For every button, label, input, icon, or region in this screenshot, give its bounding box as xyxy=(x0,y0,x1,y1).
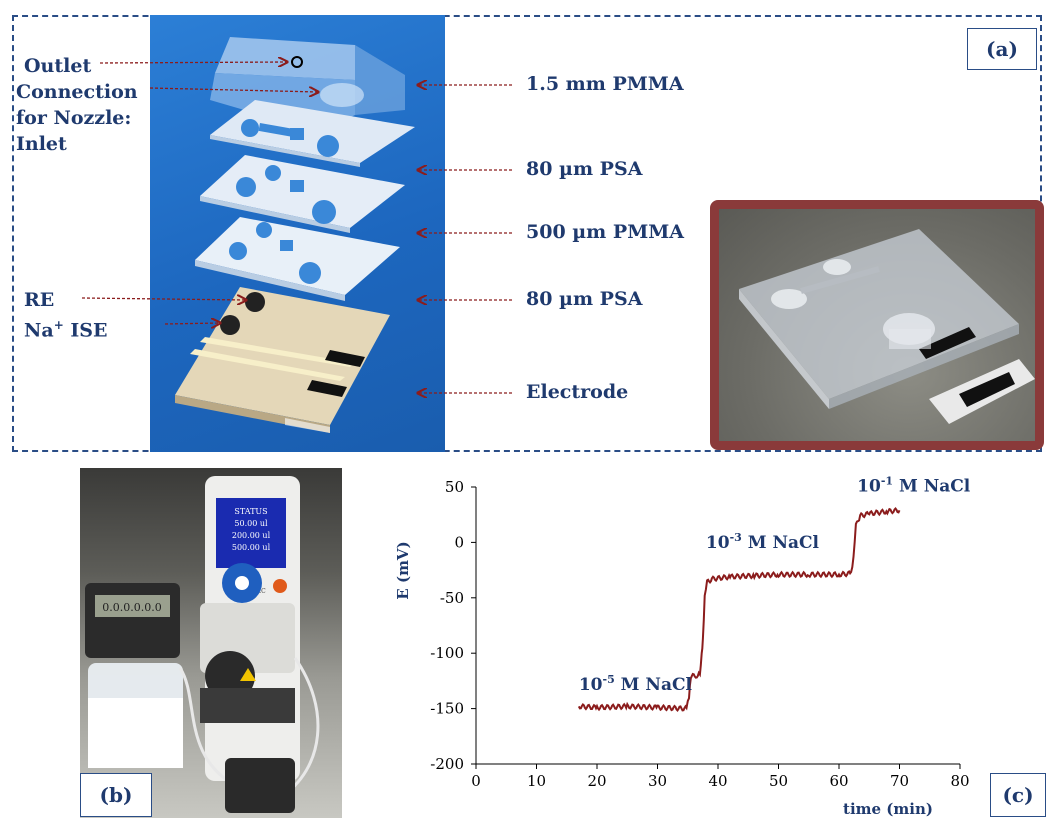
na-ise-arrow xyxy=(164,323,220,324)
outlet-label: Outlet xyxy=(24,55,92,77)
pump-screen-title: STATUS xyxy=(234,507,267,516)
inlet-label: Inlet xyxy=(16,133,67,155)
x-tick-label: 30 xyxy=(648,772,667,790)
layer-label-psa-2: 80 µm PSA xyxy=(526,288,643,310)
x-tick-label: 70 xyxy=(890,772,909,790)
y-tick-label: -50 xyxy=(440,589,464,607)
electrode-layer xyxy=(175,287,390,433)
layer-label-pmma-500um: 500 µm PMMA xyxy=(526,221,684,243)
x-tick-label: 40 xyxy=(708,772,727,790)
outlet-arrow xyxy=(99,62,287,63)
panel-a-tag: (a) xyxy=(967,28,1037,70)
concentration-annotation: 10-1 M NaCl xyxy=(857,474,971,496)
psa-layer-2 xyxy=(200,155,405,233)
x-tick-label: 60 xyxy=(829,772,848,790)
re-arrow xyxy=(81,298,246,300)
psa-layer-1 xyxy=(210,100,415,167)
pump-screen-value-1: 50.00 ul xyxy=(234,519,268,528)
pmma-middle-layer xyxy=(195,217,400,301)
potential-time-chart: 0 10 20 30 40 50 60 70 80 50 0 -50 -100 -150 -200 time … xyxy=(394,474,971,818)
layer-label-pmma-1-5mm: 1.5 mm PMMA xyxy=(526,73,684,95)
x-tick-label: 10 xyxy=(527,772,546,790)
lab-setup-photo: STATUS 50.00 ul 200.00 ul 500.00 ul IONM… xyxy=(80,468,342,818)
x-tick-label: 20 xyxy=(587,772,606,790)
y-tick-label: 0 xyxy=(454,533,464,551)
pump-screen-value-2: 200.00 ul xyxy=(232,531,271,540)
x-tick-label: 0 xyxy=(471,772,481,790)
x-tick-label: 50 xyxy=(769,772,788,790)
layer-label-electrode: Electrode xyxy=(526,381,629,403)
inlet-arrow xyxy=(149,88,318,92)
x-axis-label: time (min) xyxy=(843,800,933,818)
pump-screen xyxy=(216,498,286,568)
display-reading: 0.0.0.0.0.0 xyxy=(102,601,161,614)
assembled-device-image xyxy=(710,200,1044,450)
layer-label-psa-1: 80 µm PSA xyxy=(526,158,643,180)
y-tick-label: -150 xyxy=(430,700,464,718)
exploded-view-image xyxy=(150,15,445,452)
panel-a-arrows xyxy=(81,0,512,460)
exploded-layers-svg xyxy=(175,37,415,433)
y-tick-label: 50 xyxy=(445,478,464,496)
panel-b-tag: (b) xyxy=(80,773,152,817)
y-axis-label: E (mV) xyxy=(394,541,412,599)
na-ise-label: Na+ ISE xyxy=(24,318,108,342)
x-tick-label: 80 xyxy=(950,772,969,790)
panel-c-tag: (c) xyxy=(990,773,1046,817)
connection-label: Connection xyxy=(16,81,138,103)
y-tick-label: -200 xyxy=(430,755,464,773)
potential-series-line xyxy=(577,506,901,712)
concentration-annotation: 10-3 M NaCl xyxy=(706,531,820,553)
pump-screen-value-3: 500.00 ul xyxy=(232,543,271,552)
for-nozzle-label: for Nozzle: xyxy=(16,107,132,129)
y-tick-label: -100 xyxy=(430,644,464,662)
re-label: RE xyxy=(24,289,55,311)
concentration-annotation: 10-5 M NaCl xyxy=(579,673,693,695)
